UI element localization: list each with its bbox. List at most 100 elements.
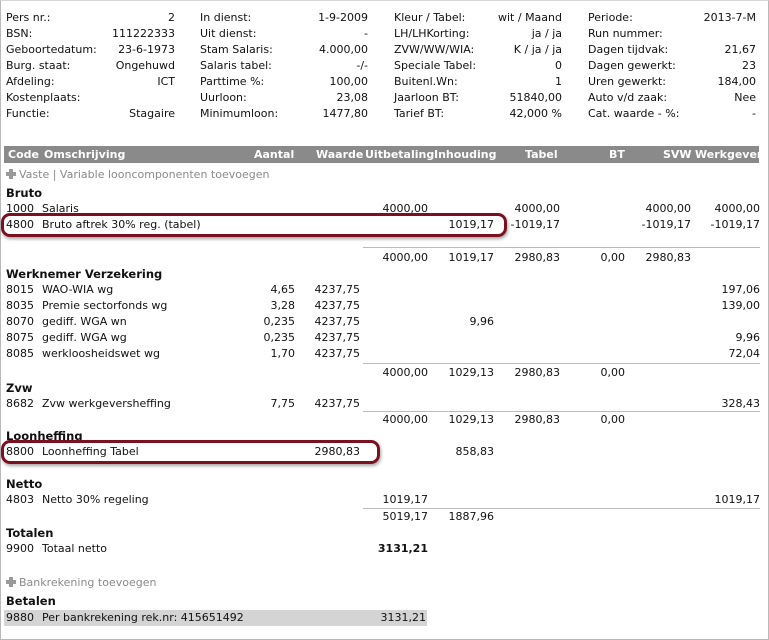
value-zvw-ww-wia: K / ja / ja xyxy=(513,43,562,56)
value-jaarloon-bt: 51840,00 xyxy=(509,91,563,104)
section-totalen: Totalen xyxy=(6,526,54,540)
value-pers-nr: 2 xyxy=(168,11,175,24)
label-speciale-tabel: Speciale Tabel: xyxy=(394,59,477,72)
value-dagen-gewerkt: 23 xyxy=(742,59,756,72)
row-inhouding: 858,83 xyxy=(455,445,495,458)
col-uitbetaling: Uitbetaling xyxy=(365,148,435,161)
value-uit-dienst: - xyxy=(364,27,368,40)
label-kostenplaats: Kostenplaats: xyxy=(6,91,81,104)
row-code: 8085 xyxy=(6,347,34,360)
row-desc: Zvw werkgeversheffing xyxy=(42,397,171,410)
table-row[interactable]: 1000 Salaris 4000,00 4000,00 4000,00 400… xyxy=(0,201,769,217)
label-zvw-ww-wia: ZVW/WW/WIA: xyxy=(394,43,475,56)
subtotal-row: 4000,00 1029,13 2980,83 0,00 xyxy=(0,412,769,428)
label-cat-waarde: Cat. waarde - %: xyxy=(588,107,680,120)
value-auto-vd-zaak: Nee xyxy=(734,91,756,104)
label-periode: Periode: xyxy=(588,11,633,24)
row-desc: Totaal netto xyxy=(42,542,108,555)
row-tabel: 2980,83 xyxy=(514,413,561,426)
row-aantal: 4,65 xyxy=(270,283,296,296)
row-werkgever: 9,96 xyxy=(735,331,761,344)
value-minimumloon: 1477,80 xyxy=(322,107,369,120)
subtotal-divider xyxy=(363,411,760,412)
row-waarde: 4237,75 xyxy=(314,331,361,344)
section-betalen: Betalen xyxy=(6,594,56,608)
add-components-label: Vaste | Variable looncomponenten toevoeg… xyxy=(19,168,270,181)
row-code: 8075 xyxy=(6,331,34,344)
col-tabel: Tabel xyxy=(525,148,558,161)
subtotal-divider xyxy=(363,508,760,509)
label-auto-vd-zaak: Auto v/d zaak: xyxy=(588,91,668,104)
table-row[interactable]: 8070 gediff. WGA wn 0,235 4237,75 9,96 xyxy=(0,314,769,330)
row-tabel: 2980,83 xyxy=(514,251,561,264)
value-periode: 2013-7-M xyxy=(703,11,756,24)
table-row[interactable]: 8682 Zvw werkgeversheffing 7,75 4237,75 … xyxy=(0,396,769,412)
table-row[interactable]: 4800 Bruto aftrek 30% reg. (tabel) 1019,… xyxy=(0,217,769,233)
row-desc: Salaris xyxy=(42,202,79,215)
row-code: 8800 xyxy=(6,445,34,458)
col-bt: BT xyxy=(609,148,625,161)
label-run-nummer: Run nummer: xyxy=(588,27,663,40)
value-cat-waarde: - xyxy=(752,107,756,120)
col-waarde: Waarde xyxy=(316,148,364,161)
value-functie: Stagaire xyxy=(129,107,175,120)
col-omschrijving: Omschrijving xyxy=(44,148,126,161)
label-dagen-gewerkt: Dagen gewerkt: xyxy=(588,59,676,72)
row-code: 8035 xyxy=(6,299,34,312)
row-svw: 4000,00 xyxy=(645,202,692,215)
subtotal-divider xyxy=(363,363,760,364)
label-in-dienst: In dienst: xyxy=(200,11,252,24)
label-buitenl-wn: Buitenl.Wn: xyxy=(394,75,458,88)
highlight-box xyxy=(1,213,507,237)
row-werkgever: 197,06 xyxy=(721,283,761,296)
table-row[interactable]: 8075 gediff. WGA wg 0,235 4237,75 9,96 xyxy=(0,330,769,346)
value-kleur-tabel: wit / Maand xyxy=(498,11,562,24)
label-dagen-tijdvak: Dagen tijdvak: xyxy=(588,43,669,56)
row-desc: Premie sectorfonds wg xyxy=(42,299,168,312)
row-waarde: 4237,75 xyxy=(314,347,361,360)
label-uren-gewerkt: Uren gewerkt: xyxy=(588,75,666,88)
table-row[interactable]: 8800 Loonheffing Tabel 2980,83 858,83 xyxy=(0,444,769,460)
add-components-link[interactable]: Vaste | Variable looncomponenten toevoeg… xyxy=(6,168,269,181)
label-jaarloon-bt: Jaarloon BT: xyxy=(394,91,459,104)
row-uitbetaling: 3131,21 xyxy=(377,542,428,555)
label-pers-nr: Pers nr.: xyxy=(6,11,51,24)
row-code: 4800 xyxy=(6,218,34,231)
row-aantal: 3,28 xyxy=(270,299,296,312)
value-uurloon: 23,08 xyxy=(336,91,369,104)
row-uitbetaling: 4000,00 xyxy=(382,251,429,264)
add-bank-link[interactable]: Bankrekening toevoegen xyxy=(6,576,156,589)
label-kleur-tabel: Kleur / Tabel: xyxy=(394,11,466,24)
label-bsn: BSN: xyxy=(6,27,33,40)
add-bank-label: Bankrekening toevoegen xyxy=(19,576,157,589)
row-desc: Loonheffing Tabel xyxy=(42,445,139,458)
label-uurloon: Uurloon: xyxy=(200,91,247,104)
value-tarief-bt: 42,000 % xyxy=(509,107,562,120)
table-row[interactable]: 4803 Netto 30% regeling 1019,17 1019,17 xyxy=(0,492,769,508)
row-inhouding: 1029,13 xyxy=(448,366,495,379)
row-werkgever: 328,43 xyxy=(721,397,761,410)
row-code: 1000 xyxy=(6,202,34,215)
table-row[interactable]: 9900 Totaal netto 3131,21 xyxy=(0,541,769,557)
section-zvw: Zvw xyxy=(6,381,33,395)
row-inhouding: 9,96 xyxy=(469,315,495,328)
subtotal-divider xyxy=(363,247,760,248)
subtotal-row: 5019,17 1887,96 xyxy=(0,509,769,525)
table-row[interactable]: 8015 WAO-WIA wg 4,65 4237,75 197,06 xyxy=(0,282,769,298)
row-desc: Netto 30% regeling xyxy=(42,493,149,506)
value-lh-korting: ja / ja xyxy=(531,27,562,40)
row-uitbetaling: 3131,21 xyxy=(380,611,427,624)
row-code: 4803 xyxy=(6,493,34,506)
table-row[interactable]: 8035 Premie sectorfonds wg 3,28 4237,75 … xyxy=(0,298,769,314)
table-row[interactable]: 8085 werkloosheidswet wg 1,70 4237,75 72… xyxy=(0,346,769,362)
row-waarde: 4237,75 xyxy=(314,315,361,328)
row-werkgever: 1019,17 xyxy=(714,493,761,506)
row-werkgever: -1019,17 xyxy=(710,218,760,231)
value-geboortedatum: 23-6-1973 xyxy=(118,43,175,56)
label-uit-dienst: Uit dienst: xyxy=(200,27,257,40)
value-uren-gewerkt: 184,00 xyxy=(717,75,757,88)
table-header: Code Omschrijving Aantal Waarde Uitbetal… xyxy=(4,146,762,163)
label-burg-staat: Burg. staat: xyxy=(6,59,71,72)
table-row[interactable]: 9880 Per bankrekening rek.nr: 415651492 … xyxy=(0,610,769,626)
plus-icon xyxy=(6,169,16,179)
